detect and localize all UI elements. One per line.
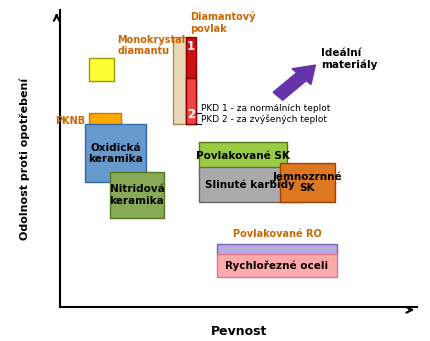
Text: Jemnozrnné
SK: Jemnozrnné SK [273, 171, 342, 193]
Bar [217, 244, 337, 255]
Text: Povlakované RO: Povlakované RO [233, 229, 321, 239]
Text: PKD 1 - za normálních teplot: PKD 1 - za normálních teplot [201, 104, 331, 113]
Bar [280, 163, 335, 202]
Text: Monokrystal
diamantu: Monokrystal diamantu [117, 35, 185, 56]
Bar [89, 58, 114, 81]
Bar [186, 37, 196, 124]
Text: Odolnost proti opotřebení: Odolnost proti opotřebení [19, 77, 30, 240]
Text: Ideální
materiály: Ideální materiály [321, 48, 377, 70]
Bar [172, 37, 186, 124]
Text: Diamantový
povlak: Diamantový povlak [190, 11, 255, 34]
Text: 2: 2 [187, 108, 195, 121]
Bar [200, 167, 301, 202]
Text: Nitridová
keramika: Nitridová keramika [110, 184, 164, 206]
Bar [200, 142, 287, 170]
Text: 1: 1 [187, 40, 195, 53]
Text: Oxidická
keramika: Oxidická keramika [88, 143, 143, 164]
Text: Pevnost: Pevnost [210, 325, 267, 338]
Text: Povlakované SK: Povlakované SK [196, 151, 290, 161]
Text: PKNB: PKNB [55, 116, 85, 126]
Bar [85, 124, 146, 182]
Bar [110, 172, 164, 218]
Text: Rychlořezné oceli: Rychlořezné oceli [225, 261, 329, 271]
Text: Slinuté karbidy: Slinuté karbidy [205, 179, 295, 190]
FancyArrow shape [273, 65, 315, 100]
Bar [186, 78, 196, 124]
Bar [217, 254, 337, 277]
Text: PKD 2 - za zvýšených teplot: PKD 2 - za zvýšených teplot [201, 115, 327, 124]
Bar [89, 113, 121, 129]
